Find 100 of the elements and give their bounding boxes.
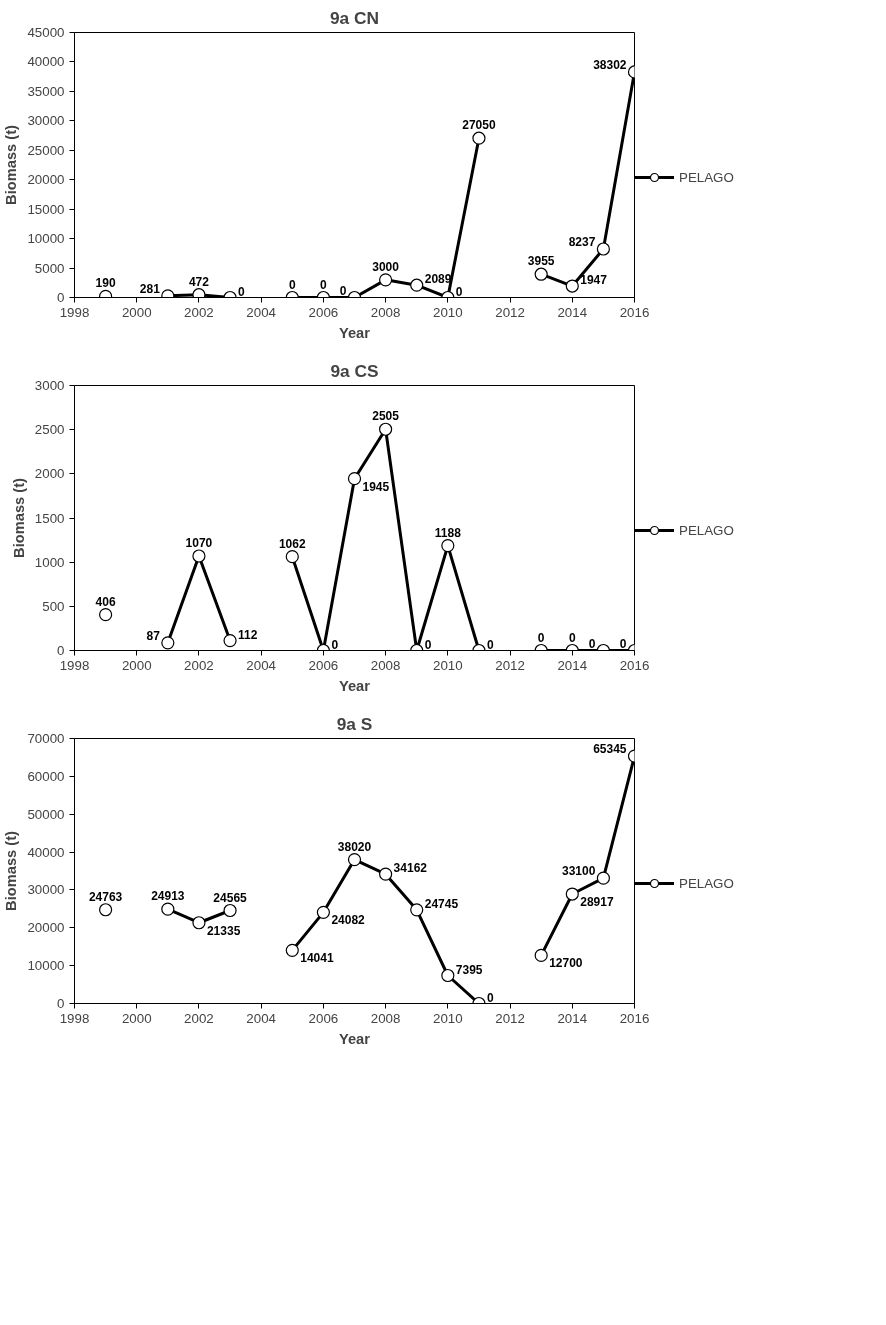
data-label: 34162	[393, 861, 428, 876]
y-tick-label: 2500	[34, 422, 65, 438]
data-label: 3000	[372, 259, 400, 274]
data-label: 14041	[300, 951, 334, 966]
data-label: 281	[139, 281, 161, 296]
data-label: 0	[537, 630, 545, 645]
x-tick-label: 2002	[184, 1010, 214, 1026]
data-label: 1070	[185, 535, 213, 550]
y-axis-title: Biomass (t)	[3, 830, 20, 911]
y-tick-label: 20000	[27, 172, 65, 188]
y-tick-label: 5000	[34, 260, 65, 276]
data-label: 1947	[580, 273, 608, 288]
x-tick-label: 2002	[184, 304, 214, 320]
point	[441, 538, 455, 553]
x-tick-label: 2008	[370, 1010, 401, 1026]
point	[379, 867, 393, 881]
data-label: 0	[238, 284, 246, 299]
point	[472, 131, 486, 145]
y-tick-label: 0	[57, 996, 65, 1011]
data-label: 24745	[424, 896, 459, 911]
point	[596, 871, 610, 885]
data-label: 0	[486, 990, 494, 1005]
x-tick-label: 2008	[370, 304, 401, 320]
data-label: 2505	[372, 409, 400, 424]
chart-title: 9a CS	[330, 360, 379, 381]
point	[192, 916, 206, 930]
point	[192, 288, 206, 298]
data-label: 33100	[562, 864, 596, 879]
x-tick-label: 2006	[308, 304, 339, 320]
y-tick-label: 0	[57, 643, 65, 658]
point	[347, 852, 362, 867]
point	[534, 948, 548, 963]
y-axis-title: Biomass (t)	[10, 477, 27, 558]
y-tick-label: 35000	[27, 83, 65, 99]
x-tick-label: 2012	[495, 1010, 525, 1026]
data-label: 0	[331, 637, 339, 652]
x-tick-label: 2004	[246, 304, 277, 320]
x-tick-label: 1998	[59, 657, 90, 673]
data-label: 190	[95, 276, 116, 291]
point	[192, 549, 206, 563]
data-label: 21335	[206, 923, 241, 938]
legend-label: PELAGO	[679, 169, 734, 185]
point	[223, 903, 237, 918]
y-tick-label: 70000	[27, 731, 65, 746]
data-label: 0	[320, 277, 328, 292]
data-label: 0	[588, 636, 596, 651]
data-label: 38302	[593, 57, 627, 72]
x-tick-label: 2014	[557, 1010, 588, 1026]
y-axis-title: Biomass (t)	[3, 124, 20, 205]
x-tick-label: 2000	[121, 304, 152, 320]
y-tick-label: 3000	[34, 378, 65, 393]
y-tick-label: 2000	[34, 466, 65, 482]
x-tick-label: 2010	[433, 657, 463, 673]
y-tick-label: 30000	[27, 113, 65, 129]
x-tick-label: 2010	[433, 304, 463, 320]
x-tick-label: 1998	[59, 304, 90, 320]
y-tick-label: 1000	[34, 554, 65, 570]
y-tick-label: 45000	[27, 25, 65, 40]
x-tick-label: 2002	[184, 657, 214, 673]
x-tick-label: 2000	[121, 657, 152, 673]
data-label: 65345	[593, 742, 627, 757]
x-tick-label: 2014	[557, 304, 588, 320]
data-label: 0	[486, 637, 494, 652]
y-tick-label: 20000	[27, 920, 65, 936]
data-label: 7395	[455, 962, 483, 977]
point	[347, 472, 362, 486]
data-label: 38020	[337, 839, 372, 854]
x-tick-label: 2012	[495, 657, 525, 673]
x-tick-label: 2012	[495, 304, 525, 320]
y-tick-label: 60000	[27, 768, 65, 784]
data-label: 0	[619, 636, 627, 651]
y-tick-label: 30000	[27, 882, 65, 898]
x-tick-label: 2016	[619, 657, 650, 673]
point	[285, 943, 299, 957]
x-tick-label: 2006	[308, 657, 339, 673]
x-tick-label: 1998	[59, 1010, 90, 1026]
point	[285, 550, 299, 564]
data-label: 12700	[549, 956, 583, 971]
data-label: 0	[288, 277, 296, 292]
y-tick-label: 50000	[27, 806, 65, 822]
x-tick-label: 2014	[557, 657, 588, 673]
chart-title: 9a CN	[329, 7, 380, 28]
y-tick-label: 1500	[34, 510, 65, 526]
data-label: 24763	[88, 889, 123, 904]
x-axis-title: Year	[339, 677, 371, 694]
data-label: 406	[95, 594, 116, 609]
data-label: 0	[339, 283, 347, 298]
data-label: 3955	[527, 254, 555, 269]
x-tick-label: 2004	[246, 1010, 277, 1026]
y-tick-label: 10000	[27, 958, 65, 974]
data-label: 27050	[462, 118, 496, 133]
data-label: 28917	[580, 895, 614, 910]
point	[410, 903, 424, 917]
y-tick-label: 40000	[27, 54, 65, 70]
point	[441, 968, 455, 983]
x-tick-label: 2006	[308, 1010, 339, 1026]
x-tick-label: 2010	[433, 1010, 463, 1026]
y-tick-label: 500	[42, 598, 65, 614]
data-label: 8237	[568, 234, 596, 249]
point	[379, 422, 393, 436]
